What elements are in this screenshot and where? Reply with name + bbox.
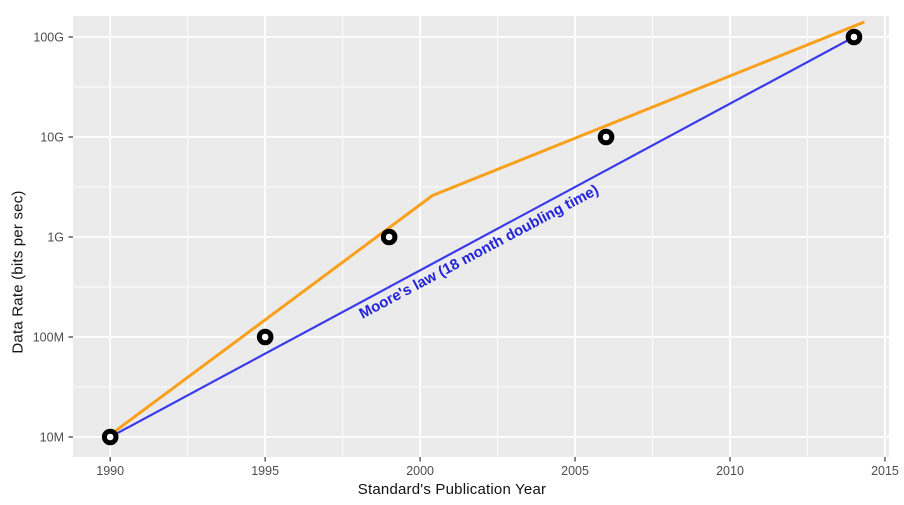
x-tick-label: 2005 (561, 464, 589, 478)
x-tick-label: 1990 (96, 464, 124, 478)
data-point-marker (597, 128, 615, 146)
y-axis-title: Data Rate (bits per sec) (9, 190, 27, 354)
x-tick-label: 1995 (251, 464, 279, 478)
y-tick-label: 1G (47, 231, 64, 245)
moores-law-line (109, 35, 856, 439)
standards-trend-line (108, 20, 865, 437)
data-point-marker (101, 428, 119, 446)
data-point-marker (256, 328, 274, 346)
x-tick-label: 2015 (871, 464, 899, 478)
x-axis-title: Standard's Publication Year (357, 481, 547, 498)
data-point-marker (845, 28, 863, 46)
x-tick-label: 2000 (406, 464, 434, 478)
y-tick-label: 100G (33, 31, 64, 45)
x-tick-label: 2010 (716, 464, 744, 478)
y-tick-label: 10M (40, 431, 64, 445)
y-tick-label: 10G (40, 131, 64, 145)
y-tick-label: 100M (33, 331, 64, 345)
data-point-marker (380, 228, 398, 246)
